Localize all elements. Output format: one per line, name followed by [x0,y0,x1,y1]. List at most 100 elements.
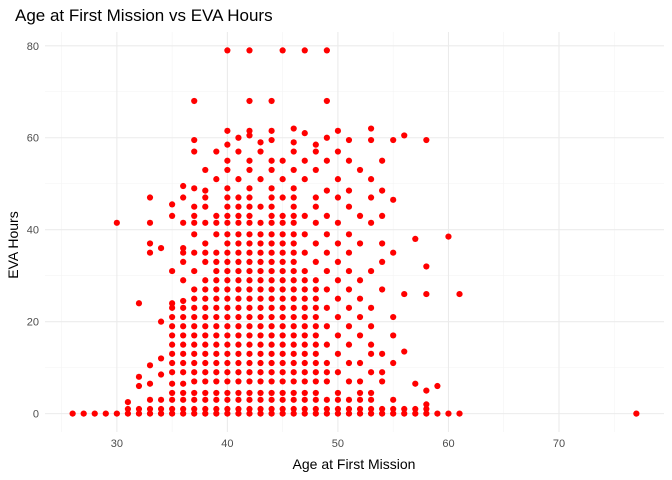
data-point [268,203,275,210]
data-point [401,410,408,417]
data-point [191,286,198,293]
data-point [235,148,242,155]
x-tick-label: 40 [221,438,233,450]
data-point [224,378,231,385]
data-point [290,286,297,293]
data-point [202,203,209,210]
data-point [367,176,375,183]
data-point [202,332,209,339]
data-point [334,369,342,376]
data-point [268,194,275,201]
data-point [334,148,342,155]
data-point [390,196,397,203]
data-point [279,378,286,385]
data-point [268,323,275,330]
data-point [301,286,308,293]
data-point [202,410,209,417]
data-point [334,410,342,417]
data-point [213,369,220,376]
data-point [191,249,198,256]
data-point [180,359,187,367]
data-point [334,277,342,284]
data-point [235,389,242,397]
data-point [279,194,286,201]
data-point [246,157,253,164]
data-point [213,389,220,397]
data-point [135,300,143,307]
data-point [323,187,330,194]
data-point [202,313,209,321]
data-point [213,410,220,417]
y-axis-title: EVA Hours [5,211,21,278]
data-point [268,286,275,293]
data-point [312,323,319,330]
data-point [257,313,264,321]
data-point [412,410,419,417]
data-point [224,350,231,357]
data-point [423,136,430,144]
data-point [301,410,308,417]
data-point [202,396,209,403]
data-point [334,176,342,183]
data-point [390,313,397,321]
x-tick-label: 70 [553,438,565,450]
data-point [301,341,308,348]
data-point [290,350,297,357]
y-tick-label: 60 [27,133,39,145]
data-point [301,359,308,367]
data-point [323,47,330,54]
data-point [345,231,353,238]
data-point [290,267,297,275]
data-point [213,313,220,321]
data-point [213,341,220,348]
data-point [235,258,242,265]
data-point [268,396,275,403]
data-point [312,166,319,174]
data-point [312,359,319,367]
data-point [146,249,154,256]
data-point [246,258,253,265]
data-point [191,231,198,238]
data-point [180,341,187,348]
data-point [202,166,209,174]
data-point [423,405,430,413]
data-point [301,130,308,137]
data-point [191,219,198,226]
data-point [169,267,176,275]
data-point [367,304,375,311]
data-point [323,359,330,367]
data-point [401,290,408,298]
data-point [169,300,176,307]
data-point [169,396,176,403]
data-point [257,304,264,311]
data-point [191,341,198,348]
data-point [279,47,286,54]
data-point [180,369,187,376]
data-point [390,136,397,144]
data-point [246,405,253,413]
data-point [180,405,187,413]
data-point [301,249,308,256]
data-point [191,295,198,302]
data-point [257,267,264,275]
data-point [367,396,375,403]
data-point [257,240,264,247]
data-point [257,148,264,155]
data-point [290,323,297,330]
data-point [235,267,242,275]
data-point [268,295,275,302]
data-point [91,410,98,417]
data-point [279,231,286,238]
data-point [235,313,242,321]
data-point [379,258,386,265]
data-point [279,369,286,376]
data-point [268,313,275,321]
data-point [390,249,397,256]
data-point [334,127,342,134]
data-point [246,219,253,226]
data-point [257,277,264,284]
data-point [301,378,308,385]
data-point [412,405,419,413]
data-point [235,212,242,220]
data-point [246,194,253,201]
